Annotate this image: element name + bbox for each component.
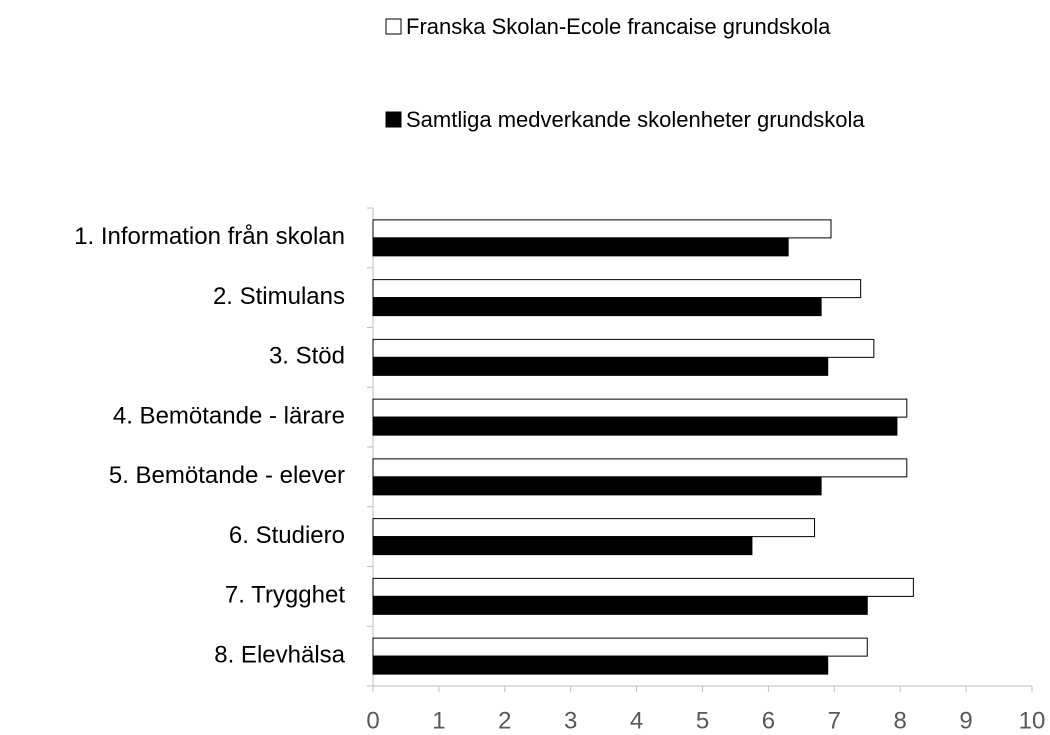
bar <box>372 577 914 597</box>
bar <box>372 416 898 436</box>
bar <box>372 219 832 239</box>
category-label: 5. Bemötande - elever <box>109 462 345 489</box>
x-tick-label: 0 <box>366 707 379 734</box>
bar <box>372 518 816 538</box>
x-tick-label: 8 <box>894 707 907 734</box>
category-label: 2. Stimulans <box>213 283 345 310</box>
category-label: 8. Elevhälsa <box>214 641 345 668</box>
x-tick-label: 1 <box>432 707 445 734</box>
legend-label: Samtliga medverkande skolenheter grundsk… <box>406 107 865 132</box>
bar <box>372 338 875 358</box>
x-tick-label: 7 <box>828 707 841 734</box>
bar <box>372 655 829 675</box>
x-tick-label: 5 <box>696 707 709 734</box>
x-tick-label: 3 <box>564 707 577 734</box>
x-tick-label: 10 <box>1019 707 1046 734</box>
x-tick-label: 4 <box>630 707 643 734</box>
bar <box>372 637 868 657</box>
x-tick-label: 6 <box>762 707 775 734</box>
bar <box>372 536 753 556</box>
category-label: 3. Stöd <box>269 343 345 370</box>
category-label: 1. Information från skolan <box>74 223 345 250</box>
category-label: 4. Bemötande - lärare <box>113 402 345 429</box>
bar <box>372 237 789 257</box>
legend-swatch <box>385 111 402 128</box>
bar <box>372 476 822 496</box>
x-tick-label: 2 <box>498 707 511 734</box>
legend-swatch <box>385 18 402 35</box>
category-label: 6. Studiero <box>229 522 345 549</box>
bar <box>372 595 868 615</box>
bar <box>372 398 908 418</box>
category-label: 7. Trygghet <box>225 582 345 609</box>
bar <box>372 279 862 299</box>
bar <box>372 356 829 376</box>
bar <box>372 297 822 317</box>
x-tick-label: 9 <box>959 707 972 734</box>
legend-label: Franska Skolan-Ecole francaise grundskol… <box>406 14 831 39</box>
bar <box>372 458 908 478</box>
